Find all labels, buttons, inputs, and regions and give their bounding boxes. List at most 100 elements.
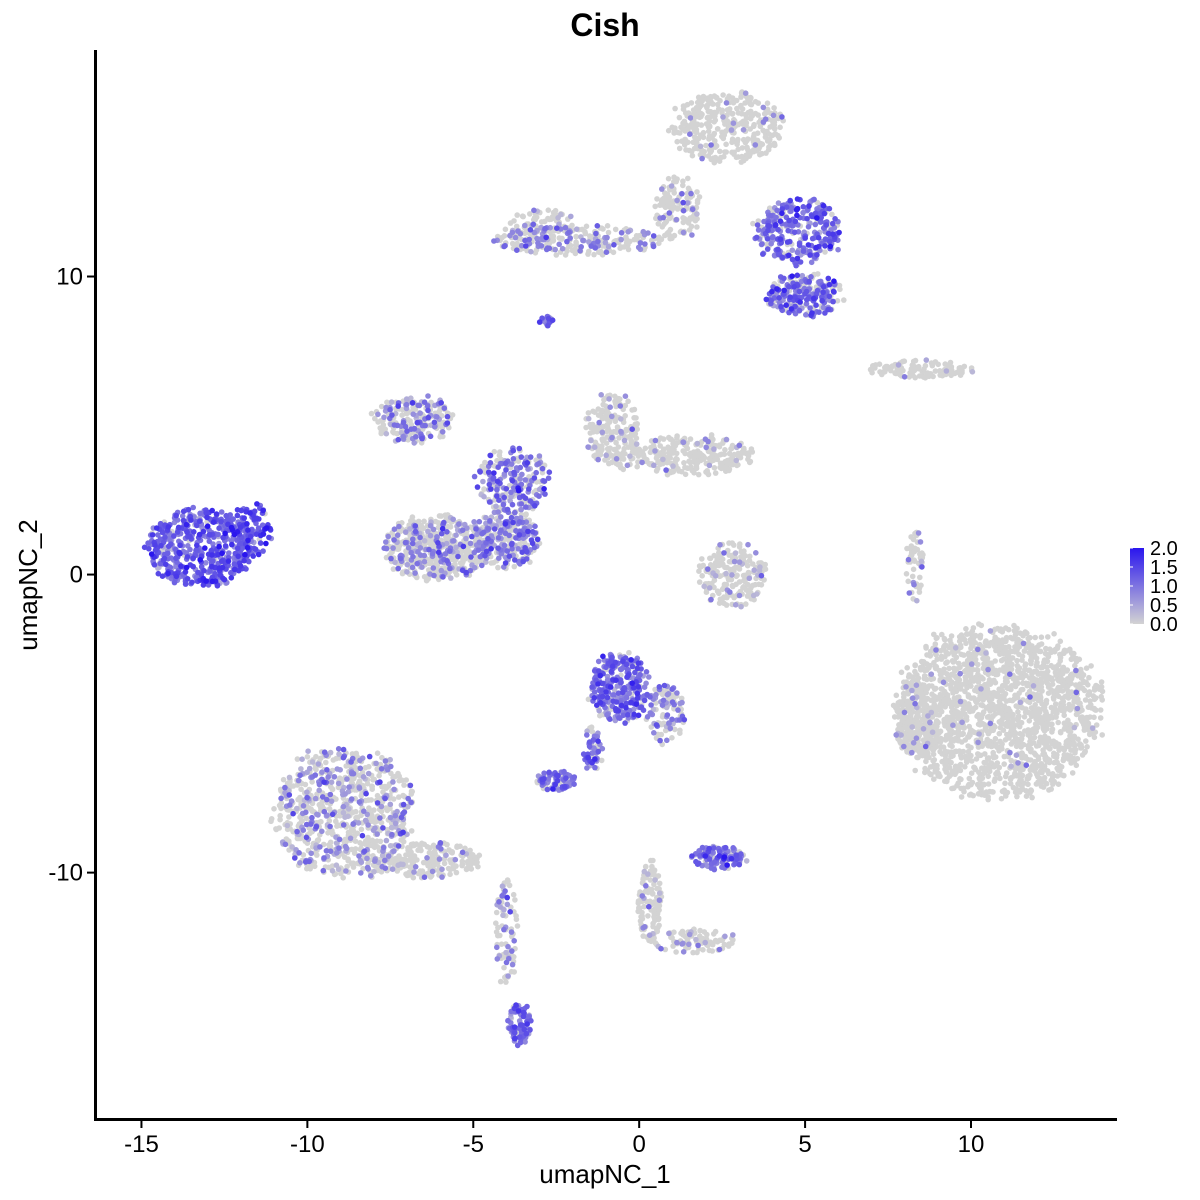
cell-point-right-large-cluster xyxy=(1012,632,1019,638)
cell-point-top-right-stem xyxy=(680,178,686,184)
cell-point-center-bottom-top-blob xyxy=(597,712,603,719)
cell-point-right-large-cluster xyxy=(1046,757,1053,763)
cell-point-top-right-top-lobe xyxy=(699,98,705,104)
cell-point-right-large-cluster xyxy=(1026,667,1033,673)
cell-point-right-large-cluster xyxy=(1004,679,1010,685)
cell-point-right-large-cluster xyxy=(942,756,949,762)
cell-point-right-large-cluster xyxy=(1032,752,1039,758)
cell-point-right-large-cluster xyxy=(1082,718,1088,725)
cell-point-right-large-cluster xyxy=(1004,653,1010,659)
cell-point-right-large-cluster xyxy=(963,677,969,683)
cell-point-center-right-arm xyxy=(697,450,703,457)
cell-point-top-right-top-lobe xyxy=(759,141,765,147)
cell-point-right-large-cluster xyxy=(978,622,985,629)
cell-point-bottom-left-large xyxy=(365,797,372,803)
cell-point-middle-small-cluster xyxy=(747,553,753,560)
cell-point-bottom-left-large xyxy=(364,780,371,787)
cell-point-right-thin-strip xyxy=(909,573,916,580)
cell-point-middle-small-cluster xyxy=(717,573,724,579)
cell-point-right-large-cluster xyxy=(1081,687,1088,694)
cell-point-center-right-arm xyxy=(674,433,680,439)
cell-point-bottom-left-large xyxy=(309,779,315,785)
cell-point-right-large-cluster xyxy=(952,748,959,755)
cell-point-top-right-top-lobe xyxy=(691,134,698,140)
cell-point-right-large-cluster xyxy=(1035,682,1041,688)
cell-point-bottom-left-large xyxy=(401,782,407,788)
cell-point-bottom-left-tail xyxy=(426,849,433,856)
cell-point-top-arm-left xyxy=(513,223,520,230)
cell-point-top-arm-left xyxy=(550,237,557,244)
cell-point-right-large-cluster xyxy=(1086,674,1092,681)
cell-point-right-large-cluster xyxy=(1014,646,1021,652)
cell-point-right-large-cluster xyxy=(1038,676,1044,682)
cell-point-middle-small-cluster xyxy=(696,568,702,574)
cell-point-center-lower-blob xyxy=(390,566,397,572)
cell-point-top-right-top-lobe xyxy=(724,118,731,124)
cell-point-center-right-arm xyxy=(675,465,681,472)
cell-point-top-right-top-lobe xyxy=(700,134,707,141)
cell-point-right-large-cluster xyxy=(927,652,933,659)
cell-point-right-small-cluster xyxy=(948,367,955,374)
cell-point-center-right-arm xyxy=(726,467,732,474)
cell-point-top-right-top-lobe xyxy=(730,100,737,106)
cell-point-bottom-left-large xyxy=(396,794,402,800)
cell-point-top-arm xyxy=(605,229,612,236)
cell-point-bottom-left-large xyxy=(352,846,359,852)
cell-point-right-large-cluster xyxy=(1019,705,1026,711)
cell-point-center-lower-blob-right xyxy=(523,512,529,518)
cell-point-right-large-cluster xyxy=(1005,626,1012,633)
cell-point-top-right-top-lobe xyxy=(769,132,776,139)
cell-point-center-right-arm xyxy=(685,465,691,472)
cell-point-bottom-left-tail xyxy=(421,841,428,848)
cell-point-middle-small-cluster xyxy=(746,557,753,564)
cell-point-center-right-arm xyxy=(734,462,740,469)
cell-point-right-large-cluster xyxy=(932,665,939,672)
cell-point-right-large-cluster xyxy=(1039,701,1045,707)
cell-point-right-thin-strip xyxy=(918,582,924,589)
cell-point-center-right-arm xyxy=(693,465,700,472)
cell-point-center-lower-blob xyxy=(438,513,444,519)
cell-point-middle-small-cluster xyxy=(741,577,747,584)
cell-point-right-large-cluster xyxy=(998,657,1005,664)
cell-point-top-right-stem xyxy=(671,174,677,180)
cell-point-top-right-arm1 xyxy=(822,249,828,255)
cell-point-right-large-cluster xyxy=(996,730,1003,737)
cell-point-right-large-cluster xyxy=(1084,722,1091,729)
cell-point-bottom-left-tail xyxy=(396,853,402,859)
cell-point-right-large-cluster xyxy=(1016,765,1022,772)
cell-point-right-large-cluster xyxy=(1056,745,1062,752)
cell-point-center-right-arm xyxy=(711,465,718,471)
cell-point-top-right-top-lobe xyxy=(680,126,686,132)
cell-point-right-large-cluster xyxy=(1026,649,1033,656)
cell-point-bottom-left-large xyxy=(345,856,351,862)
cell-point-right-large-cluster xyxy=(1055,678,1062,684)
cell-point-center-upper-left-arm xyxy=(404,410,411,417)
cell-point-center-lower-blob xyxy=(421,518,427,525)
cell-point-right-large-cluster xyxy=(1088,663,1094,669)
cell-point-right-large-cluster xyxy=(1034,644,1040,651)
cell-point-right-large-cluster xyxy=(912,668,918,675)
cell-point-center-right-arm xyxy=(682,450,688,457)
cell-point-right-large-cluster xyxy=(1037,734,1044,741)
cell-point-right-large-cluster xyxy=(987,681,993,687)
cell-point-right-large-cluster xyxy=(1052,664,1059,670)
cell-point-bottom-left-stem xyxy=(498,941,505,947)
cell-point-middle-small-cluster xyxy=(696,563,703,569)
cell-point-right-large-cluster xyxy=(1025,698,1031,705)
cell-point-right-large-cluster xyxy=(981,782,987,788)
cell-point-bottom-left-large xyxy=(330,757,337,763)
cell-point-right-large-cluster xyxy=(965,734,971,740)
cell-point-center-upper-left-arm xyxy=(382,426,389,433)
cell-point-right-large-cluster xyxy=(1022,728,1028,734)
cell-point-bottom-left-tail xyxy=(424,859,431,866)
cell-point-right-large-cluster xyxy=(912,662,918,669)
cell-point-right-large-cluster xyxy=(997,775,1003,782)
cell-point-top-arm xyxy=(600,226,606,232)
cell-point-right-large-cluster xyxy=(1010,739,1016,745)
cell-point-right-large-cluster xyxy=(1030,726,1036,733)
cell-point-right-large-cluster xyxy=(1061,752,1068,758)
cell-point-right-large-left-edge xyxy=(894,707,900,714)
cell-point-bottom-left-tail xyxy=(444,841,450,848)
cell-point-center-lower-blob xyxy=(421,574,428,580)
